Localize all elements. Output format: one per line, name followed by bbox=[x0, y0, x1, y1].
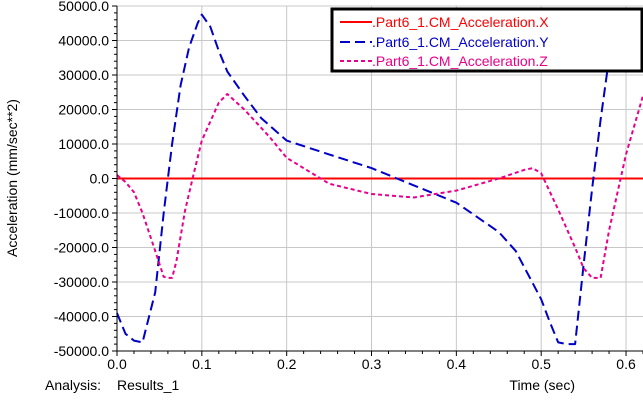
x-tick-label: 0.0 bbox=[107, 356, 127, 372]
series-line-z bbox=[116, 93, 643, 279]
y-tick-label: 10000.0 bbox=[58, 136, 109, 152]
legend-label-x: .Part6_1.CM_Acceleration.X bbox=[372, 14, 549, 30]
y-tick-label: 40000.0 bbox=[58, 33, 109, 49]
x-axis-label: Time (sec) bbox=[509, 377, 575, 393]
x-tick-label: 0.1 bbox=[192, 356, 212, 372]
y-tick-label: 30000.0 bbox=[58, 67, 109, 83]
legend-label-z: .Part6_1.CM_Acceleration.Z bbox=[372, 53, 548, 69]
y-tick-label: -50000.0 bbox=[54, 343, 109, 359]
x-tick-labels: 0.0 0.1 0.2 0.3 0.4 0.5 0.6 bbox=[107, 351, 643, 372]
legend-box bbox=[330, 7, 643, 73]
y-tick-label: -30000.0 bbox=[54, 274, 109, 290]
legend: .Part6_1.CM_Acceleration.X .Part6_1.CM_A… bbox=[330, 7, 643, 73]
legend-label-y: .Part6_1.CM_Acceleration.Y bbox=[372, 34, 549, 50]
x-tick-label: 0.2 bbox=[277, 356, 297, 372]
x-tick-label: 0.6 bbox=[616, 356, 636, 372]
y-tick-label: 0.0 bbox=[90, 171, 110, 187]
y-tick-label: 20000.0 bbox=[58, 102, 109, 118]
y-tick-label: -10000.0 bbox=[54, 205, 109, 221]
x-tick-label: 0.5 bbox=[531, 356, 551, 372]
analysis-name: Results_1 bbox=[117, 377, 180, 393]
y-tick-label: 50000.0 bbox=[58, 0, 109, 14]
y-tick-label: -20000.0 bbox=[54, 240, 109, 256]
x-tick-label: 0.3 bbox=[362, 356, 382, 372]
y-tick-labels: 50000.0 40000.0 30000.0 20000.0 10000.0 0.0 -1… bbox=[54, 0, 117, 359]
series-line-y bbox=[116, 13, 643, 346]
y-tick-label: -40000.0 bbox=[54, 309, 109, 325]
analysis-label: Analysis: bbox=[45, 377, 102, 393]
y-axis-label: Acceleration (mm/sec**2) bbox=[4, 99, 20, 257]
series-group bbox=[116, 13, 643, 346]
x-tick-label: 0.4 bbox=[447, 356, 467, 372]
